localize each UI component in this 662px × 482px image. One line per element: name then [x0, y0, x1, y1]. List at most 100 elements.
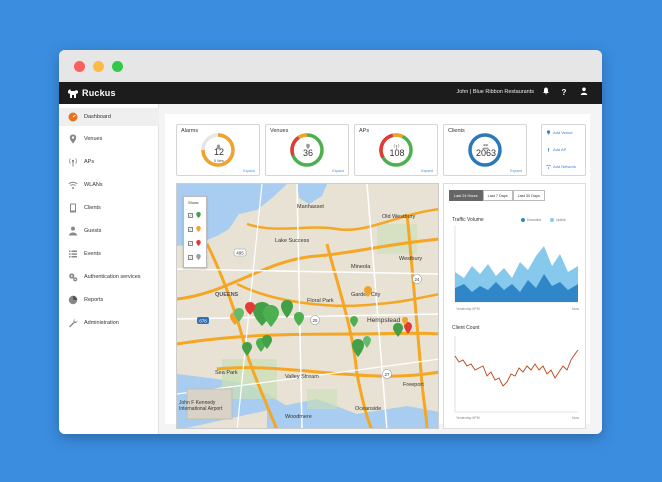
- map-pin-red: [404, 322, 412, 334]
- map-pin-orange: [402, 317, 408, 325]
- map-label-westbury: Westbury: [399, 256, 423, 262]
- clients-expand-link[interactable]: Expand: [510, 169, 522, 173]
- map-label-queens: QUEENS: [215, 292, 239, 298]
- main-content: Alarms 12 8 New Expand Venues: [159, 104, 602, 434]
- sidebar-item-label: Guests: [84, 228, 102, 234]
- legend-uplink: Uplink: [550, 218, 566, 222]
- sidebar-item-label: WLANs: [84, 182, 103, 188]
- checkbox[interactable]: ✓: [188, 226, 193, 232]
- map-pin-green: [242, 342, 252, 356]
- map-pin-green: [352, 339, 364, 357]
- sidebar-item-reports[interactable]: Reports: [59, 291, 159, 309]
- events-list-icon: [68, 249, 78, 259]
- aps-expand-link[interactable]: Expand: [421, 169, 433, 173]
- card-title: Clients: [448, 128, 465, 134]
- sidebar-item-guests[interactable]: Guests: [59, 222, 159, 240]
- map-label-sea-park: Sea Park: [215, 370, 238, 376]
- tab-last-30-days[interactable]: Last 30 Days: [512, 190, 545, 201]
- dashboard-panel: Alarms 12 8 New Expand Venues: [165, 114, 590, 429]
- map-label-garden-city: Garden City: [351, 292, 381, 298]
- map-label-mineola: Mineola: [351, 264, 371, 270]
- access-point-icon: [68, 157, 78, 167]
- route-27-label: 27: [384, 372, 390, 377]
- user-account-label[interactable]: John | Blue Ribbon Restaurants: [456, 89, 534, 95]
- sidebar-item-events[interactable]: Events: [59, 245, 159, 263]
- filter-gray[interactable]: ✓: [188, 253, 206, 261]
- route-24-label: 24: [414, 277, 420, 282]
- clients-card[interactable]: Clients 2063 Expand: [443, 124, 527, 176]
- gears-icon: [68, 272, 78, 282]
- card-title: APs: [359, 128, 370, 134]
- sidebar-item-authentication-services[interactable]: Authentication services: [59, 268, 159, 286]
- ruckus-logo[interactable]: Ruckus: [67, 86, 116, 100]
- filter-green[interactable]: ✓: [188, 211, 206, 219]
- route-25-label: 25: [312, 318, 318, 323]
- venues-map[interactable]: Manhasset Old Westbury Lake Success Mine…: [176, 183, 439, 429]
- map-pin-green: [393, 323, 403, 337]
- gray-pin-icon: [196, 254, 201, 260]
- map-shields: 495 678 25 24 27: [197, 248, 422, 379]
- aps-card[interactable]: APs 108 Expand: [354, 124, 438, 176]
- app-header: Ruckus John | Blue Ribbon Restaurants ?: [59, 82, 602, 104]
- legend-swatch: [550, 218, 554, 222]
- minimize-window-button[interactable]: [93, 61, 104, 72]
- sidebar-item-aps[interactable]: APs: [59, 153, 159, 171]
- filter-orange[interactable]: ✓: [188, 225, 206, 233]
- legend-label: Downlink: [527, 218, 542, 222]
- alarms-card[interactable]: Alarms 12 8 New Expand: [176, 124, 260, 176]
- map-pin-orange: [364, 286, 372, 297]
- legend-swatch: [521, 218, 525, 222]
- window-titlebar: [59, 50, 602, 82]
- venues-card[interactable]: Venues 36 Expand: [265, 124, 349, 176]
- tab-last-7-days[interactable]: Last 7 Days: [482, 190, 513, 201]
- card-title: Alarms: [181, 128, 199, 134]
- map-pin-green: [281, 300, 293, 318]
- map-pin-green: [262, 335, 272, 349]
- venues-gauge: [290, 133, 324, 167]
- downlink-area: [455, 274, 578, 302]
- maximize-window-button[interactable]: [112, 61, 123, 72]
- add-actions-box: Add Venue Add AP Add Network: [541, 124, 586, 176]
- charts-panel: Last 24 Hours Last 7 Days Last 30 Days T…: [443, 183, 586, 429]
- bell-icon[interactable]: [540, 87, 552, 99]
- route-495-label: 495: [236, 251, 244, 256]
- sidebar-item-label: Authentication services: [84, 274, 141, 280]
- alarms-gauge: [201, 133, 235, 167]
- sidebar-item-label: Venues: [84, 136, 103, 142]
- sidebar-item-label: Reports: [84, 297, 104, 303]
- location-pin-icon: [68, 134, 78, 144]
- tab-last-24-hours[interactable]: Last 24 Hours: [449, 190, 483, 201]
- sidebar-item-label: Events: [84, 251, 101, 257]
- route-678-shield: [197, 317, 209, 324]
- help-icon[interactable]: ?: [561, 88, 567, 97]
- close-window-button[interactable]: [74, 61, 85, 72]
- checkbox[interactable]: ✓: [188, 240, 193, 246]
- clients-icon: [68, 203, 78, 213]
- wrench-icon: [68, 318, 78, 328]
- venues-expand-link[interactable]: Expand: [332, 169, 344, 173]
- map-pin-green: [263, 305, 279, 327]
- filter-red[interactable]: ✓: [188, 239, 206, 247]
- green-pin-icon: [196, 212, 201, 218]
- access-point-icon: [393, 137, 400, 155]
- map-pin-green: [363, 336, 371, 348]
- add-venue-link[interactable]: Add Venue: [546, 130, 573, 135]
- client-count-chart: [454, 336, 579, 413]
- checkbox[interactable]: ✓: [188, 254, 193, 260]
- sidebar-item-wlans[interactable]: WLANs: [59, 176, 159, 194]
- sidebar-item-dashboard[interactable]: Dashboard: [59, 108, 159, 126]
- map-label-oceanside: Oceanside: [355, 406, 382, 412]
- route-24-shield: [412, 274, 422, 284]
- user-icon[interactable]: [578, 87, 590, 99]
- map-label-lake-success: Lake Success: [275, 238, 310, 244]
- aps-count: 108: [389, 148, 405, 158]
- alarms-expand-link[interactable]: Expand: [243, 169, 255, 173]
- add-network-link[interactable]: Add Network: [546, 164, 576, 169]
- bell-icon: [215, 138, 222, 156]
- checkbox[interactable]: ✓: [188, 212, 193, 218]
- map-pin-green: [234, 308, 244, 322]
- sidebar-item-clients[interactable]: Clients: [59, 199, 159, 217]
- add-ap-link[interactable]: Add AP: [546, 147, 566, 152]
- sidebar-item-administration[interactable]: Administration: [59, 314, 159, 332]
- sidebar-item-venues[interactable]: Venues: [59, 130, 159, 148]
